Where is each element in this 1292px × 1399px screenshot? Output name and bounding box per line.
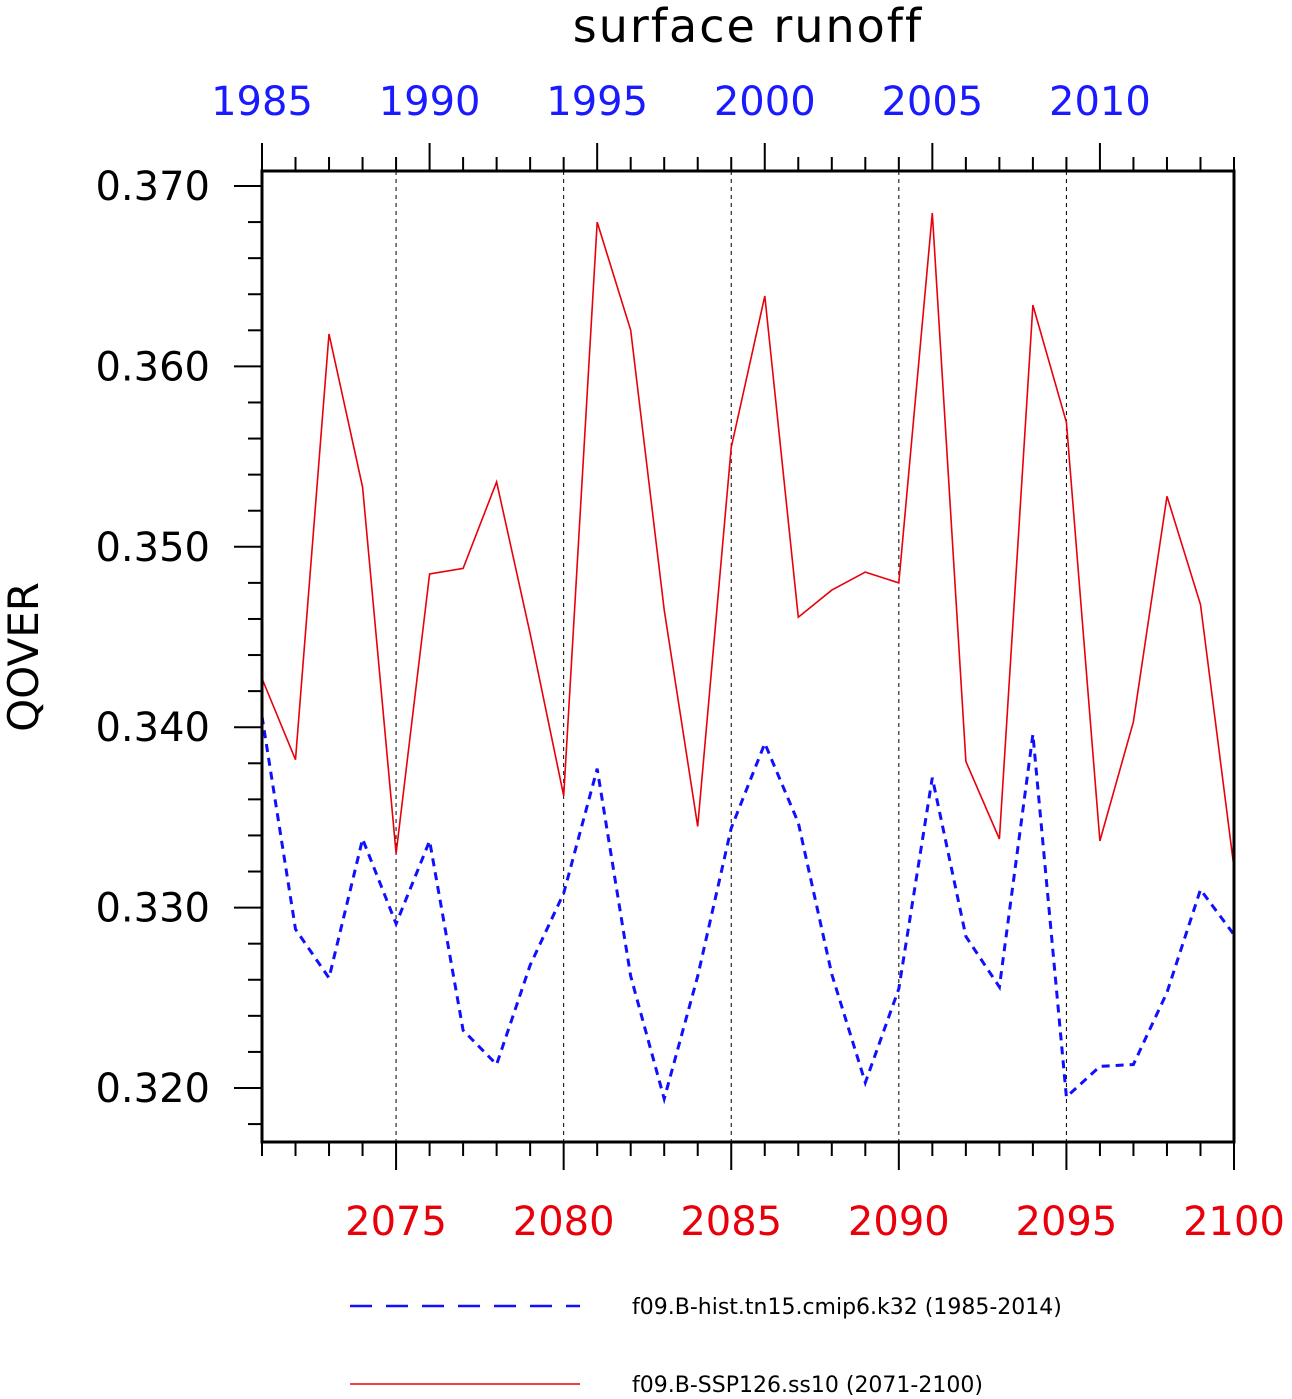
x-bottom-tick-label-2075: 2075	[345, 1199, 447, 1245]
x-bottom-tick-label-2090: 2090	[848, 1199, 950, 1245]
legend: f09.B-hist.tn15.cmip6.k32 (1985-2014) f09…	[350, 1295, 1062, 1398]
x-top-tick-label-1990: 1990	[379, 79, 481, 125]
y-tick-label-0.370: 0.370	[95, 164, 210, 210]
x-top-tick-label-2005: 2005	[881, 79, 983, 125]
axes	[234, 143, 1236, 1170]
x-bottom-tick-label-2080: 2080	[513, 1199, 615, 1245]
x-top-tick-label-2010: 2010	[1049, 79, 1151, 125]
grid-lines	[395, 171, 1067, 1142]
x-top-tick-label-1995: 1995	[546, 79, 648, 125]
y-tick-label-0.330: 0.330	[95, 886, 210, 932]
legend-label-2: f09.B-SSP126.ss10 (2071-2100)	[632, 1373, 983, 1398]
chart-title: surface runoff	[573, 0, 923, 53]
series-layer	[260, 213, 1236, 1105]
series-line-1	[260, 716, 1236, 1105]
x-bottom-tick-label-2095: 2095	[1016, 1199, 1118, 1245]
x-top-tick-label-1985: 1985	[211, 79, 313, 125]
x-top-tick-label-2000: 2000	[714, 79, 816, 125]
legend-label-1: f09.B-hist.tn15.cmip6.k32 (1985-2014)	[632, 1295, 1062, 1320]
plot-frame	[260, 169, 1236, 1144]
x-bottom-tick-label-2100: 2100	[1183, 1199, 1285, 1245]
y-tick-label-0.360: 0.360	[95, 344, 210, 390]
y-axis-label: QOVER	[0, 582, 48, 732]
x-bottom-tick-label-2085: 2085	[680, 1199, 782, 1245]
series-line-2	[261, 213, 1235, 869]
y-tick-label-0.320: 0.320	[95, 1066, 210, 1112]
y-tick-label-0.340: 0.340	[95, 705, 210, 751]
y-tick-label-0.350: 0.350	[95, 525, 210, 571]
